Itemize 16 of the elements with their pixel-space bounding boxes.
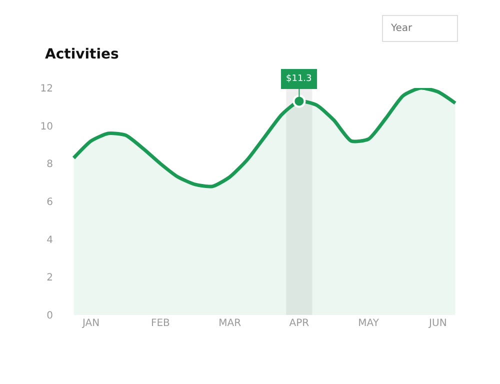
y-tick-label: 6 — [46, 197, 53, 208]
x-tick-label: JAN — [82, 318, 100, 329]
x-tick-label: JUN — [428, 318, 447, 329]
y-tick-label: 2 — [46, 272, 53, 284]
x-tick-label: MAY — [358, 318, 380, 329]
annotation: $11.3 — [286, 74, 312, 84]
y-tick-label: 10 — [40, 121, 53, 132]
y-tick-label: 8 — [46, 159, 53, 170]
y-tick-label: 0 — [46, 310, 53, 322]
x-tick-label: MAR — [218, 318, 242, 329]
y-tick-label: 12 — [40, 84, 53, 94]
text: Year — [390, 23, 450, 34]
chart-title: Activities — [45, 46, 119, 63]
y-tick-label: 4 — [46, 234, 53, 246]
x-tick-label: APR — [289, 318, 310, 329]
x-tick-label: FEB — [150, 318, 170, 329]
